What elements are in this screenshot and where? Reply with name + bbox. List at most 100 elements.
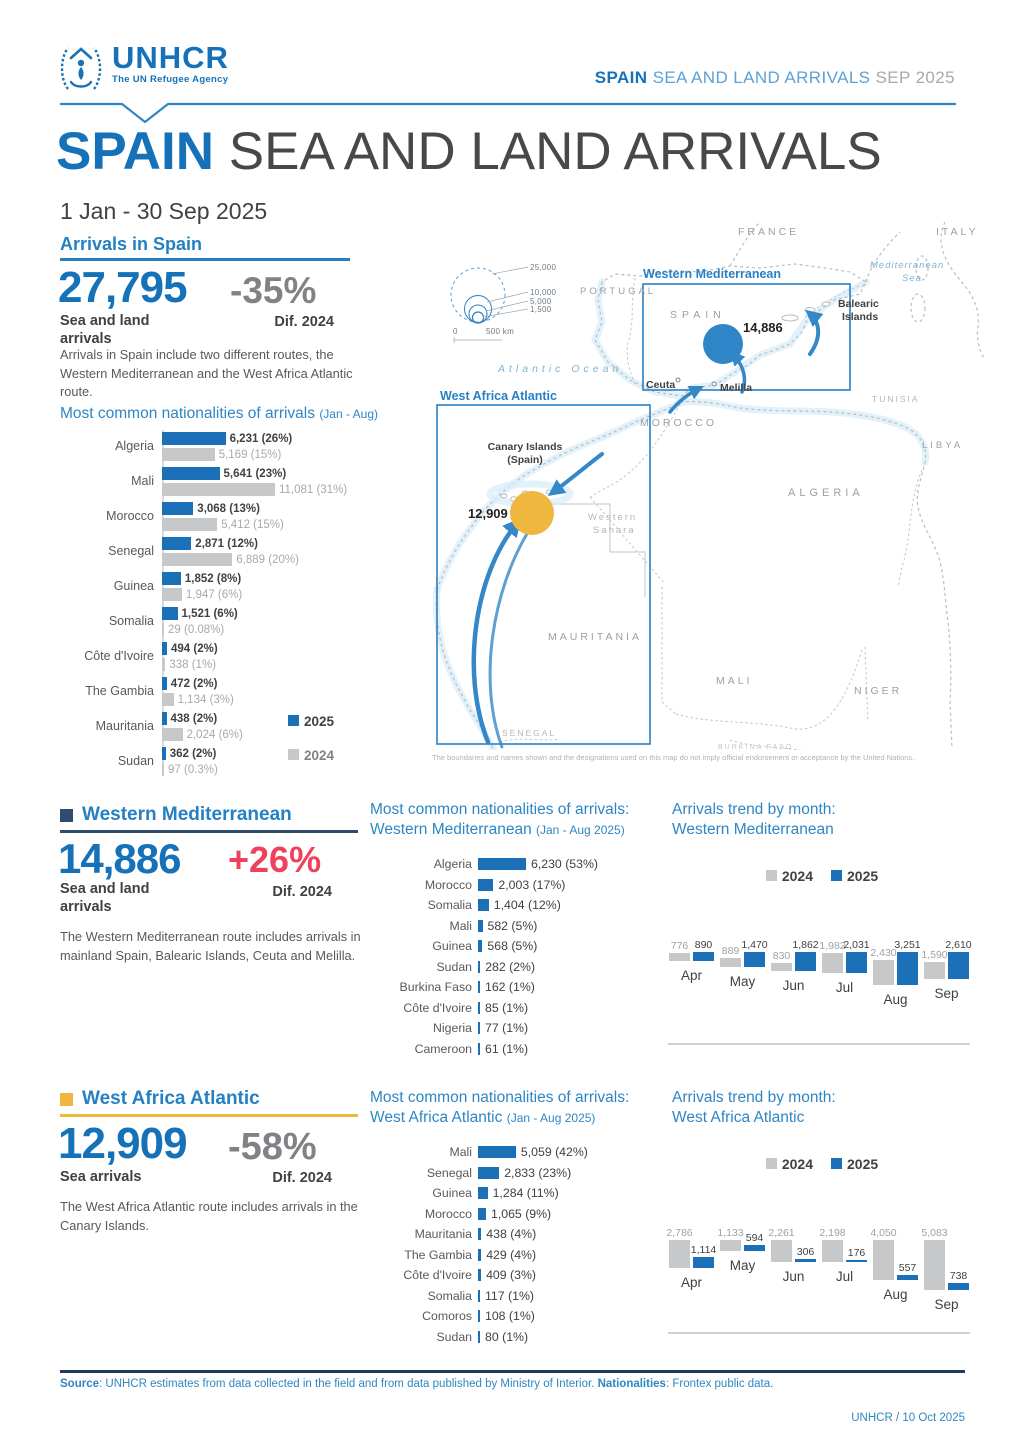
month-label: Sep	[934, 1297, 959, 1313]
bar-value-2024: 2,024 (6%)	[186, 728, 243, 741]
bar-2024	[162, 518, 218, 531]
nationality-row: Côte d'Ivoire 409 (3%)	[370, 1265, 670, 1286]
waa-total-label: Sea arrivals	[60, 1169, 142, 1185]
trend-bar-2024: 2,786	[666, 1227, 693, 1268]
footer-credit: UNHCR / 10 Oct 2025	[851, 1412, 965, 1424]
nationality-bar	[478, 1289, 480, 1302]
docref-period: SEP 2025	[875, 68, 955, 87]
nationality-value: 85 (1%)	[485, 1000, 529, 1015]
waa-trend-heading: Arrivals trend by month: West Africa Atl…	[672, 1088, 972, 1128]
west-africa-atlantic-box	[436, 404, 651, 745]
bar-value-2025: 6,231 (26%)	[229, 432, 293, 445]
map-label-morocco: MOROCCO	[640, 417, 717, 429]
bar-value-2024: 1,947 (6%)	[185, 588, 243, 601]
trend-value-2025: 1,470	[741, 939, 768, 951]
trend-value-2024: 830	[772, 949, 791, 962]
nationality-value: 2,833 (23%)	[504, 1165, 572, 1180]
waa-heading-text: West Africa Atlantic	[82, 1088, 260, 1109]
brand-tagline: The UN Refugee Agency	[112, 74, 229, 85]
country-row: Mali 5,641 (23%) 11,081 (31%)	[60, 465, 390, 498]
overview-nationalities-heading: Most common nationalities of arrivals (J…	[60, 404, 390, 424]
nationality-bar	[478, 899, 489, 912]
bar-value-2024: 6,889 (20%)	[236, 553, 299, 566]
country-row: The Gambia 472 (2%) 1,134 (3%)	[60, 675, 390, 708]
bar-2025	[162, 572, 181, 585]
nationality-value: 438 (4%)	[486, 1227, 537, 1242]
month-label: Apr	[680, 968, 702, 984]
map-label-med-2: Sea	[902, 273, 922, 284]
wm-bullet-icon	[60, 808, 73, 822]
month-group: 1,982 2,031 Jul	[819, 939, 869, 1007]
nationality-label: Mali	[449, 918, 472, 933]
month-group: 2,430 3,251 Aug	[870, 939, 920, 1007]
waa-legend-2025: 2025	[831, 1156, 878, 1172]
legend-2024-label: 2024	[304, 748, 335, 763]
bar-2024	[162, 693, 174, 706]
map-size-legend: 25,000 10,000 5,000 1,500 0 500 km	[450, 263, 556, 343]
trend-bar-2024: 5,083	[921, 1227, 948, 1291]
nationality-label: Algeria	[433, 857, 472, 872]
bar-2024	[162, 623, 164, 636]
trend-bar-2025: 306	[795, 1246, 816, 1263]
overview-rule	[60, 258, 350, 261]
month-label: May	[729, 1258, 756, 1274]
bar-value-2025: 1,852 (8%)	[184, 572, 242, 585]
nationality-row: Guinea 1,284 (11%)	[370, 1183, 670, 1204]
footer-source-label: Source	[60, 1378, 99, 1390]
map-label-senegal: SENEGAL	[502, 728, 556, 738]
brand-name: UNHCR	[112, 40, 229, 75]
map-label-canary-2: (Spain)	[507, 454, 543, 466]
nationality-value: 1,284 (11%)	[492, 1186, 559, 1201]
nationality-value: 429 (4%)	[486, 1247, 537, 1262]
waa-legend-2024-swatch	[765, 1158, 777, 1169]
wm-legend-2025-label: 2025	[847, 868, 879, 884]
waa-nat-heading-line2: West Africa Atlantic (Jan - Aug 2025)	[370, 1108, 680, 1128]
waa-trend-heading-line1: Arrivals trend by month:	[672, 1089, 836, 1106]
trend-bar-2024: 776	[669, 940, 690, 962]
nationality-row: Burkina Faso 162 (1%)	[370, 977, 670, 998]
country-label: Mali	[131, 473, 154, 488]
map-label-italy: ITALY	[936, 226, 979, 238]
trend-value-2024: 2,786	[666, 1227, 693, 1239]
overview-nationalities-chart: Algeria 6,231 (26%) 5,169 (15%) Mali 5,6…	[60, 430, 390, 780]
bar-value-2024: 5,412 (15%)	[221, 518, 284, 531]
date-range: 1 Jan - 30 Sep 2025	[60, 198, 268, 224]
wm-total-label: Sea and land arrivals	[60, 881, 150, 916]
overview-legend-2025: 2025	[288, 714, 334, 729]
month-label: May	[729, 974, 756, 989]
nationality-bar	[478, 1022, 480, 1035]
waa-nat-period: (Jan - Aug 2025)	[506, 1111, 596, 1126]
map-label-mauritania: MAURITANIA	[548, 631, 642, 643]
legend-scale-zero: 0	[453, 327, 458, 336]
month-label: Sep	[934, 985, 959, 1001]
trend-bar-2024: 830	[771, 950, 792, 971]
nationality-value: 2,003 (17%)	[498, 877, 566, 892]
bar-2025	[162, 607, 178, 620]
trend-bar-2025: 890	[693, 939, 714, 962]
wm-description: The Western Mediterranean route includes…	[60, 929, 361, 963]
country-label: Algeria	[115, 438, 154, 453]
wm-trend-heading: Arrivals trend by month: Western Mediter…	[672, 800, 972, 840]
country-label: Côte d'Ivoire	[84, 648, 154, 663]
page-title: SPAIN SEA AND LAND ARRIVALS	[56, 124, 882, 180]
month-label: Jun	[782, 978, 805, 993]
western-mediterranean-box	[642, 283, 851, 391]
nationality-row: Sudan 80 (1%)	[370, 1327, 670, 1348]
map-label-western-sahara-1: Western	[588, 512, 637, 523]
nationality-row: Morocco 2,003 (17%)	[370, 875, 670, 896]
nationality-bar	[478, 1310, 480, 1323]
wm-diff-label: Dif. 2024	[272, 884, 332, 900]
overview-nat-period: (Jan - Aug)	[319, 407, 379, 421]
bar-value-2025: 362 (2%)	[169, 747, 217, 760]
wm-legend-2024-swatch	[765, 870, 777, 881]
wm-total: 14,886	[58, 835, 181, 882]
month-group: 1,590 2,610 Sep	[921, 939, 971, 1007]
bar-2024	[162, 728, 183, 741]
nationality-bar	[478, 1166, 500, 1179]
map-label-portugal: PORTUGAL	[580, 286, 656, 297]
trend-value-2025: 1,114	[690, 1243, 717, 1256]
map-label-balearic-1: Balearic	[838, 298, 879, 310]
nationality-row: Morocco 1,065 (9%)	[370, 1204, 670, 1225]
month-group: 5,083 738 Sep	[921, 1227, 970, 1313]
country-row: Côte d'Ivoire 494 (2%) 338 (1%)	[60, 640, 390, 673]
